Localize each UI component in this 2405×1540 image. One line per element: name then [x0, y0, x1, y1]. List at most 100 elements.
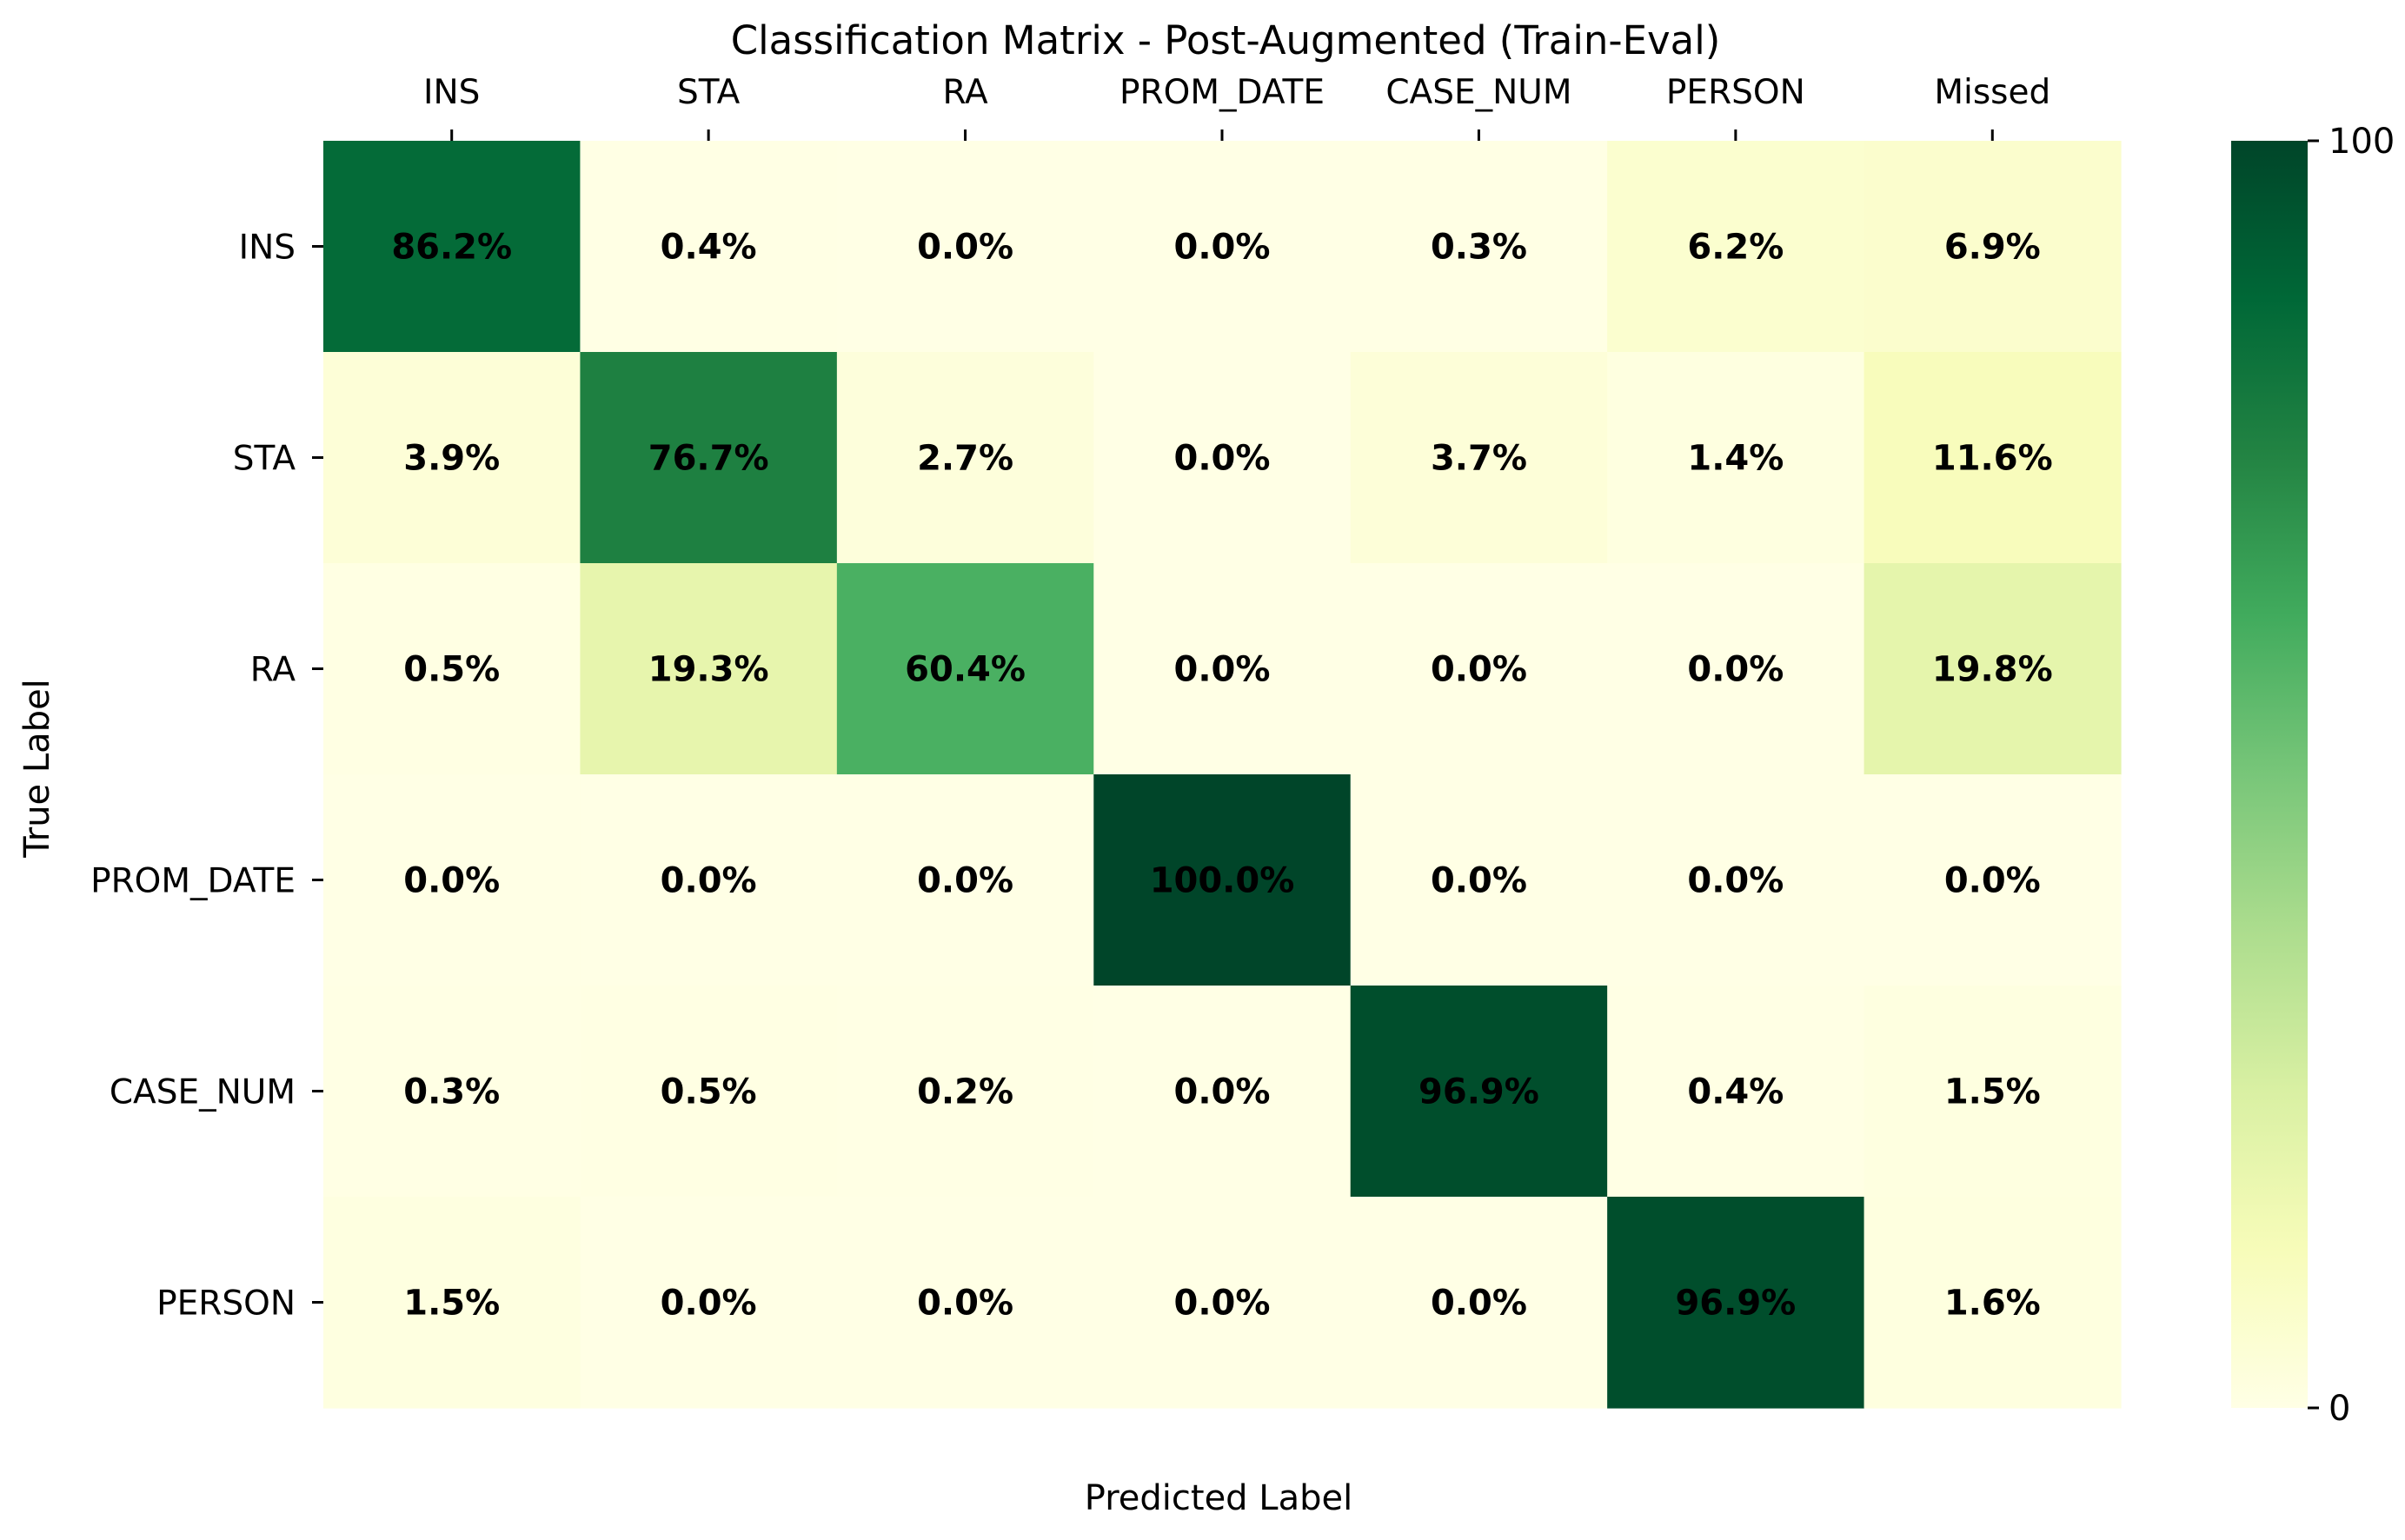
- colorbar-ticks: 100 0: [2308, 122, 2395, 1429]
- x-axis-label: Predicted Label: [1085, 1478, 1352, 1518]
- heatmap-cell-ins-prom-date: [1093, 141, 1352, 353]
- heatmap-cell-ins-sta: [580, 141, 838, 353]
- heatmap-cell-sta-sta: [580, 352, 838, 564]
- cell-value-label: 6.2%: [1687, 228, 1784, 268]
- cell-value-label: 0.0%: [1174, 439, 1271, 479]
- chart-title: Classification Matrix - Post-Augmented (…: [731, 17, 1721, 63]
- y-tick-label: STA: [233, 440, 296, 479]
- cell-value-label: 19.3%: [648, 650, 769, 690]
- y-tick-label: RA: [250, 651, 296, 690]
- heatmap-cell-prom-date-ins: [323, 774, 581, 986]
- cell-value-label: 1.4%: [1687, 439, 1784, 479]
- y-tick-label: INS: [239, 229, 296, 268]
- x-tick-label: Missed: [1934, 73, 2050, 112]
- heatmap-cell-case-num-case-num: [1350, 986, 1608, 1198]
- cell-value-label: 1.5%: [403, 1284, 500, 1324]
- x-tick-label: PERSON: [1666, 73, 1805, 112]
- heatmap-cell-prom-date-sta: [580, 774, 838, 986]
- cell-value-label: 0.0%: [917, 861, 1013, 901]
- cell-value-label: 19.8%: [1932, 650, 2053, 690]
- heatmap-cell-person-sta: [580, 1197, 838, 1409]
- heatmap-cell-person-ra: [836, 1197, 1094, 1409]
- cell-value-label: 0.0%: [917, 1284, 1013, 1324]
- heatmap-cell-person-case-num: [1350, 1197, 1608, 1409]
- cell-value-label: 3.9%: [403, 439, 500, 479]
- x-tick-label: INS: [423, 73, 480, 112]
- cell-value-label: 6.9%: [1944, 228, 2041, 268]
- cell-value-label: 0.0%: [917, 228, 1013, 268]
- cell-value-label: 1.6%: [1944, 1284, 2041, 1324]
- y-axis-label: True Label: [17, 679, 57, 859]
- heatmap-cell-sta-prom-date: [1093, 352, 1352, 564]
- heatmap-cell-ra-ins: [323, 563, 581, 775]
- heatmap-cell-case-num-sta: [580, 986, 838, 1198]
- heatmap-cells: [323, 141, 2122, 1409]
- heatmap-cell-sta-ra: [836, 352, 1094, 564]
- heatmap-cell-prom-date-ra: [836, 774, 1094, 986]
- cell-value-label: 1.5%: [1944, 1072, 2041, 1112]
- cell-value-label: 60.4%: [905, 650, 1026, 690]
- cell-value-label: 76.7%: [648, 439, 769, 479]
- heatmap-cell-person-prom-date: [1093, 1197, 1352, 1409]
- heatmap-cell-case-num-missed: [1864, 986, 2122, 1198]
- cell-value-label: 0.5%: [403, 650, 500, 690]
- cell-value-label: 3.7%: [1431, 439, 1527, 479]
- heatmap-cell-case-num-prom-date: [1093, 986, 1352, 1198]
- colorbar: [2231, 141, 2308, 1408]
- heatmap-cell-prom-date-case-num: [1350, 774, 1608, 986]
- heatmap-cell-prom-date-person: [1607, 774, 1865, 986]
- cell-value-label: 0.3%: [1431, 228, 1527, 268]
- cell-value-label: 96.9%: [1418, 1072, 1539, 1112]
- x-tick-label: RA: [942, 73, 988, 112]
- heatmap-cell-sta-case-num: [1350, 352, 1608, 564]
- heatmap-cell-ra-prom-date: [1093, 563, 1352, 775]
- heatmap-cell-ra-case-num: [1350, 563, 1608, 775]
- x-tick-label: PROM_DATE: [1119, 73, 1325, 112]
- y-tick-label: PROM_DATE: [90, 862, 296, 901]
- heatmap-cell-sta-missed: [1864, 352, 2122, 564]
- y-tick-label: PERSON: [156, 1284, 296, 1324]
- cell-value-label: 0.0%: [1174, 650, 1271, 690]
- heatmap-cell-person-ins: [323, 1197, 581, 1409]
- x-tick-label: STA: [677, 73, 741, 112]
- cell-value-label: 86.2%: [391, 228, 512, 268]
- colorbar-tick-label: 100: [2329, 122, 2395, 162]
- heatmap-cell-ins-ins: [323, 141, 581, 353]
- heatmap-cell-case-num-ins: [323, 986, 581, 1198]
- y-tick-label: CASE_NUM: [110, 1073, 296, 1112]
- heatmap-cell-ra-person: [1607, 563, 1865, 775]
- cell-value-label: 100.0%: [1150, 861, 1295, 901]
- colorbar-tick-label: 0: [2329, 1389, 2350, 1429]
- cell-value-label: 0.0%: [1431, 650, 1527, 690]
- cell-value-label: 0.0%: [1431, 1284, 1527, 1324]
- cell-value-label: 0.0%: [1174, 228, 1271, 268]
- heatmap-cell-sta-ins: [323, 352, 581, 564]
- cell-value-label: 0.0%: [661, 861, 757, 901]
- heatmap-cell-ra-sta: [580, 563, 838, 775]
- cell-value-label: 0.0%: [1174, 1072, 1271, 1112]
- heatmap-cell-labels: 86.2% 0.4% 0.0% 0.0% 0.3% 6.2% 6.9% 3.9% 76.7% 2.…: [391, 228, 2052, 1324]
- cell-value-label: 0.0%: [1174, 1284, 1271, 1324]
- heatmap-cell-case-num-person: [1607, 986, 1865, 1198]
- cell-value-label: 0.0%: [403, 861, 500, 901]
- cell-value-label: 0.0%: [1944, 861, 2041, 901]
- cell-value-label: 11.6%: [1932, 439, 2053, 479]
- cell-value-label: 0.3%: [403, 1072, 500, 1112]
- heatmap-cell-ra-ra: [836, 563, 1094, 775]
- x-axis-ticks: INS STA RA PROM_DATE CASE_NUM PERSON Missed: [423, 73, 2050, 141]
- cell-value-label: 0.4%: [661, 228, 757, 268]
- x-tick-label: CASE_NUM: [1385, 73, 1571, 112]
- heatmap-cell-ra-missed: [1864, 563, 2122, 775]
- heatmap-cell-person-person: [1607, 1197, 1865, 1409]
- cell-value-label: 0.4%: [1687, 1072, 1784, 1112]
- heatmap-cell-case-num-ra: [836, 986, 1094, 1198]
- heatmap-cell-prom-date-missed: [1864, 774, 2122, 986]
- cell-value-label: 0.0%: [661, 1284, 757, 1324]
- cell-value-label: 0.0%: [1431, 861, 1527, 901]
- heatmap-cell-person-missed: [1864, 1197, 2122, 1409]
- cell-value-label: 2.7%: [917, 439, 1013, 479]
- heatmap-cell-prom-date-prom-date: [1093, 774, 1352, 986]
- cell-value-label: 0.0%: [1687, 861, 1784, 901]
- heatmap-cell-sta-person: [1607, 352, 1865, 564]
